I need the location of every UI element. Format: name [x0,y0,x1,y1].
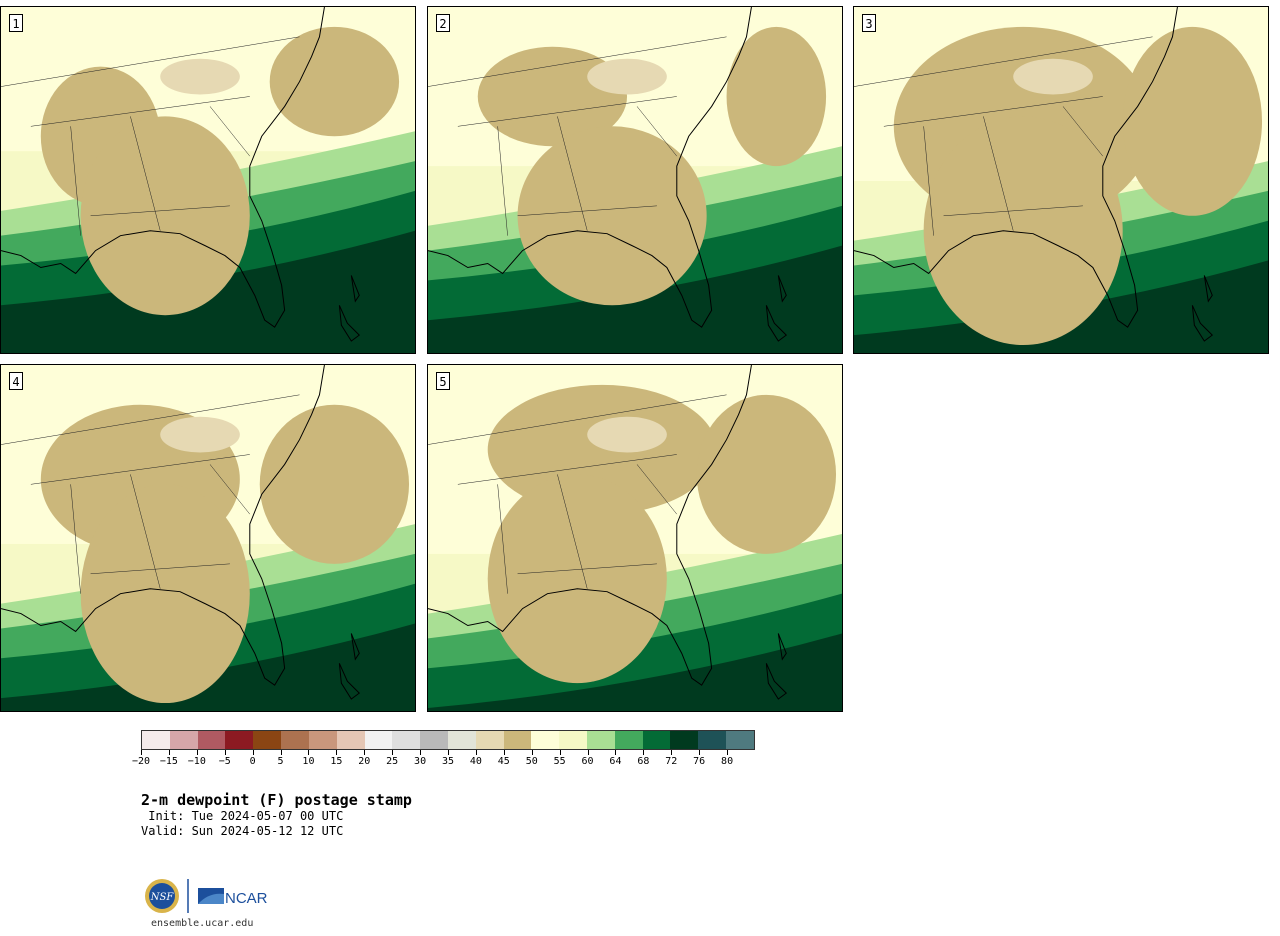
colorbar-tick [336,750,338,755]
panel-label: 2 [436,14,450,32]
map-panel-1: 1 [0,6,416,354]
colorbar-tick [699,750,701,755]
colorbar-tick-label: 5 [277,756,284,767]
dewpoint-map [1,7,415,353]
svg-text:NCAR: NCAR [225,890,268,907]
colorbar-tick-label: 64 [609,756,622,767]
svg-text:NSF: NSF [150,892,175,903]
panel-label: 5 [436,372,450,390]
dewpoint-map [1,365,415,711]
map-panel-4: 4 [0,364,416,712]
panel-label: 1 [9,14,23,32]
map-panel-3: 3 [853,6,1269,354]
colorbar-tick-label: 25 [386,756,399,767]
colorbar-tick [531,750,533,755]
colorbar-tick [727,750,729,755]
colorbar-swatch [503,731,532,749]
colorbar-swatch [142,731,170,749]
colorbar-ticks: −20 −15 −10 −5 0 5 10 15 20 25 30 35 40 45 50 55 60 64 68 7… [132,750,755,770]
colorbar-tick [196,750,198,755]
colorbar-swatch [614,731,643,749]
colorbar-swatch [225,731,254,749]
colorbar-swatch [475,731,504,749]
colorbar-tick [252,750,254,755]
colorbar-tick [559,750,561,755]
colorbar-swatch [531,731,560,749]
colorbar-tick-label: −5 [218,756,231,767]
colorbar-tick-label: 35 [441,756,455,767]
colorbar-tick [224,750,226,755]
colorbar-tick [308,750,310,755]
colorbar-swatch [642,731,671,749]
dewpoint-map [428,365,842,711]
colorbar-swatch [587,731,615,749]
chart-title: 2-m dewpoint (F) postage stamp [141,791,412,809]
colorbar-tick-label: 30 [414,756,427,767]
colorbar-tick-label: 60 [581,756,594,767]
colorbar-tick-label: 10 [302,756,315,767]
colorbar-swatch [698,731,727,749]
colorbar-tick [503,750,505,755]
colorbar-swatch [169,731,198,749]
colorbar-swatch [364,731,393,749]
colorbar-tick-label: 45 [497,756,510,767]
colorbar-tick [643,750,645,755]
colorbar-swatch [670,731,699,749]
colorbar-tick-label: 72 [665,756,678,767]
colorbar-swatch [253,731,282,749]
colorbar-tick-label: 40 [469,756,482,767]
site-url: ensemble.ucar.edu [151,918,254,929]
ncar-logo-icon: NCAR [198,888,268,907]
colorbar-tick-label: 15 [330,756,343,767]
colorbar-tick [141,750,142,755]
colorbar-swatch [392,731,421,749]
panel-label: 3 [862,14,876,32]
colorbar-tick [587,750,589,755]
colorbar-tick-label: −15 [159,756,178,767]
panel-label: 4 [9,372,23,390]
colorbar-tick [671,750,673,755]
colorbar-tick [420,750,422,755]
colorbar-tick [475,750,477,755]
valid-time: Valid: Sun 2024-05-12 12 UTC [141,824,344,838]
colorbar-swatch [447,731,476,749]
colorbar-tick-label: 20 [358,756,371,767]
colorbar-tick-label: 55 [553,756,566,767]
colorbar-tick [364,750,366,755]
colorbar-tick-label: 76 [693,756,706,767]
colorbar-swatch [308,731,337,749]
colorbar-swatch [726,731,754,749]
colorbar-swatch [559,731,587,749]
colorbar [141,730,755,750]
colorbar-tick [392,750,394,755]
colorbar-swatch [281,731,309,749]
dewpoint-map [428,7,842,353]
colorbar-swatch [420,731,448,749]
logos: NSF NCAR [144,876,274,916]
colorbar-tick-label: −20 [131,756,151,767]
map-panel-2: 2 [427,6,843,354]
colorbar-swatch [336,731,365,749]
init-time: Init: Tue 2024-05-07 00 UTC [141,809,344,823]
colorbar-tick [280,750,282,755]
colorbar-tick-label: −10 [187,756,206,767]
dewpoint-map [854,7,1268,353]
nsf-logo-icon: NSF [145,879,179,913]
map-panel-5: 5 [427,364,843,712]
colorbar-tick [448,750,449,755]
colorbar-tick-label: 50 [525,756,538,767]
colorbar-tick [615,750,617,755]
colorbar-tick-label: 68 [637,756,650,767]
colorbar-tick-label: 0 [249,756,256,767]
colorbar-tick [168,750,170,755]
colorbar-tick-label: 80 [721,756,734,767]
colorbar-swatch [197,731,226,749]
